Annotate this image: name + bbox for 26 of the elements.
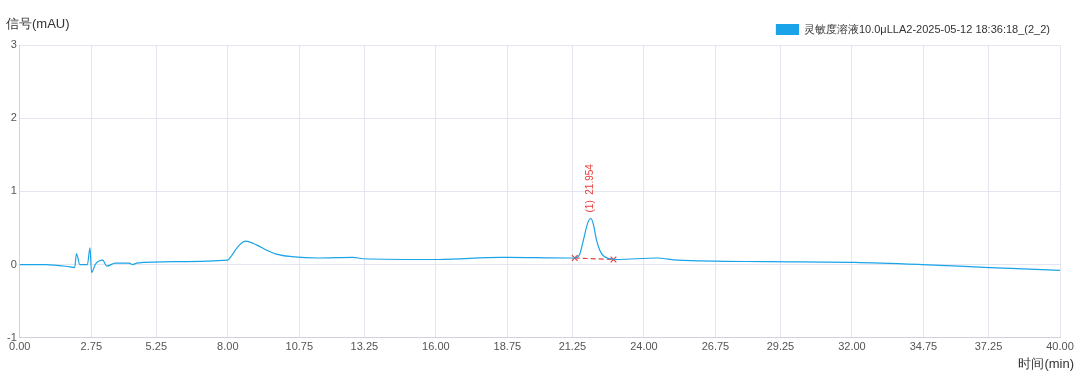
x-tick-label: 37.25 xyxy=(974,340,1003,353)
x-tick-label: 5.25 xyxy=(145,340,168,353)
x-tick-label: 32.00 xyxy=(838,340,866,353)
x-tick-label: 21.25 xyxy=(558,340,587,353)
y-tick-label: -1 xyxy=(7,330,17,343)
x-tick-label: 8.00 xyxy=(217,340,239,353)
x-tick-label: 18.75 xyxy=(493,340,522,353)
line-series xyxy=(19,217,1060,274)
y-tick-label: 3 xyxy=(10,38,17,51)
x-tick-label: 40.00 xyxy=(1046,340,1074,353)
y-axis-title: 信号(mAU) xyxy=(6,16,70,32)
y-tick-label: 2 xyxy=(10,111,17,124)
annotation: (1) 21.954 xyxy=(584,163,596,213)
x-axis-title: 时间(min) xyxy=(1018,355,1074,371)
x-tick-label: 10.75 xyxy=(285,340,314,353)
x-tick-label: 16.00 xyxy=(422,340,450,353)
x-tick-label: 29.25 xyxy=(766,340,795,353)
x-tick-label: 13.25 xyxy=(350,340,379,353)
x-tick-label: 24.00 xyxy=(630,340,658,353)
y-tick-label: 0 xyxy=(10,257,17,270)
legend-label: 灵敏度溶液10.0μLLA2-2025-05-12 18:36:18_(2_2) xyxy=(803,22,1051,35)
y-tick-label: 1 xyxy=(10,184,17,197)
x-tick-label: 34.75 xyxy=(909,340,938,353)
x-tick-label: 0.00 xyxy=(9,340,31,353)
x-tick-label: 2.75 xyxy=(80,340,103,353)
x-tick-label: 26.75 xyxy=(701,340,730,353)
